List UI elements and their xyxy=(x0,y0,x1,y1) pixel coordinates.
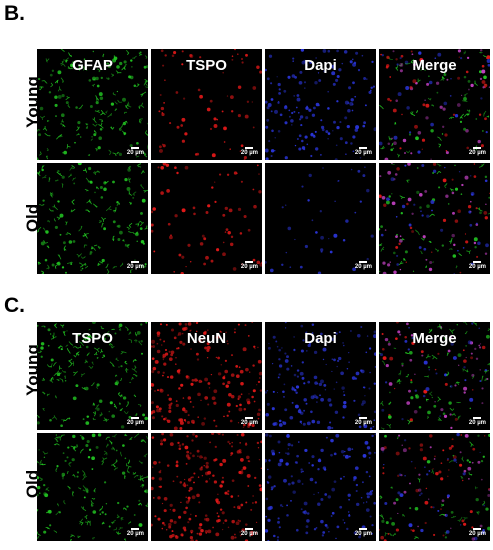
micrograph xyxy=(151,322,262,430)
column-title: GFAP xyxy=(72,57,113,74)
scale-bar-label: 20 µm xyxy=(354,531,372,537)
scale-bar: 20 µm xyxy=(469,528,486,538)
micrograph xyxy=(379,163,490,274)
tile-b-young-gfap: GFAP 20 µm xyxy=(37,49,148,160)
scale-bar: 20 µm xyxy=(241,417,258,427)
micrograph xyxy=(37,49,148,160)
micrograph xyxy=(379,433,490,541)
scale-bar-line xyxy=(359,528,368,530)
micrograph xyxy=(37,163,148,274)
micrograph xyxy=(158,49,262,160)
tile-c-old-dapi: 20 µm xyxy=(265,433,376,541)
scale-bar-label: 20 µm xyxy=(126,531,144,537)
scale-bar-line xyxy=(131,528,140,530)
scale-bar-label: 20 µm xyxy=(354,150,372,156)
image-grid-b: GFAP 20 µm TSPO 20 µm Dapi 20 µm Merge 20 µm 20 … xyxy=(37,49,490,274)
scale-bar: 20 µm xyxy=(355,147,372,157)
scale-bar: 20 µm xyxy=(127,261,144,271)
scale-bar-line xyxy=(131,417,140,419)
tile-c-old-tspo: 20 µm xyxy=(37,433,148,541)
scale-bar-label: 20 µm xyxy=(354,420,372,426)
micrograph xyxy=(151,163,262,274)
micrograph xyxy=(379,49,490,160)
tile-c-young-tspo: TSPO 20 µm xyxy=(37,322,148,430)
scale-bar-line xyxy=(359,261,368,263)
tile-c-young-dapi: Dapi 20 µm xyxy=(265,322,376,430)
scale-bar-label: 20 µm xyxy=(240,420,258,426)
scale-bar-label: 20 µm xyxy=(126,420,144,426)
scale-bar: 20 µm xyxy=(355,417,372,427)
tile-c-young-merge: Merge 20 µm xyxy=(379,322,490,430)
column-title: NeuN xyxy=(186,330,227,347)
scale-bar: 20 µm xyxy=(127,417,144,427)
panel-letter-c: C. xyxy=(4,294,25,317)
micrograph xyxy=(151,433,262,541)
tile-c-young-neun: NeuN 20 µm xyxy=(151,322,262,430)
scale-bar-line xyxy=(245,528,254,530)
micrograph xyxy=(37,433,148,541)
scale-bar-label: 20 µm xyxy=(468,264,486,270)
tile-b-old-merge: 20 µm xyxy=(379,163,490,274)
scale-bar-line xyxy=(473,261,482,263)
scale-bar: 20 µm xyxy=(469,147,486,157)
column-title: Dapi xyxy=(304,57,337,74)
scale-bar-line xyxy=(359,147,368,149)
tile-b-young-tspo: TSPO 20 µm xyxy=(151,49,262,160)
scale-bar: 20 µm xyxy=(469,261,486,271)
micrograph xyxy=(265,166,374,274)
scale-bar: 20 µm xyxy=(469,417,486,427)
scale-bar: 20 µm xyxy=(127,147,144,157)
tile-b-old-dapi: 20 µm xyxy=(265,163,376,274)
image-grid-c: TSPO 20 µm NeuN 20 µm Dapi 20 µm Merge 20 µm 20 … xyxy=(37,322,490,541)
scale-bar-label: 20 µm xyxy=(126,264,144,270)
micrograph xyxy=(265,433,376,541)
tile-b-young-dapi: Dapi 20 µm xyxy=(265,49,376,160)
scale-bar-label: 20 µm xyxy=(126,150,144,156)
scale-bar-line xyxy=(131,147,140,149)
scale-bar-line xyxy=(473,147,482,149)
scale-bar-label: 20 µm xyxy=(354,264,372,270)
scale-bar: 20 µm xyxy=(127,528,144,538)
scale-bar-label: 20 µm xyxy=(468,420,486,426)
tile-c-old-neun: 20 µm xyxy=(151,433,262,541)
column-title: Merge xyxy=(412,57,457,74)
scale-bar: 20 µm xyxy=(241,261,258,271)
scale-bar-label: 20 µm xyxy=(468,150,486,156)
scale-bar: 20 µm xyxy=(355,261,372,271)
scale-bar: 20 µm xyxy=(241,528,258,538)
scale-bar-line xyxy=(473,528,482,530)
scale-bar-line xyxy=(473,417,482,419)
scale-bar-line xyxy=(245,417,254,419)
scale-bar-label: 20 µm xyxy=(240,531,258,537)
scale-bar-label: 20 µm xyxy=(240,264,258,270)
column-title: Merge xyxy=(412,330,457,347)
micrograph xyxy=(265,49,376,160)
micrograph xyxy=(379,322,490,430)
scale-bar-label: 20 µm xyxy=(240,150,258,156)
micrograph xyxy=(265,322,376,430)
scale-bar: 20 µm xyxy=(241,147,258,157)
tile-b-young-merge: Merge 20 µm xyxy=(379,49,490,160)
scale-bar-label: 20 µm xyxy=(468,531,486,537)
column-title: Dapi xyxy=(304,330,337,347)
tile-b-old-gfap: 20 µm xyxy=(37,163,148,274)
scale-bar-line xyxy=(359,417,368,419)
panel-letter-b: B. xyxy=(4,2,25,25)
column-title: TSPO xyxy=(72,330,113,347)
scale-bar-line xyxy=(245,261,254,263)
scale-bar-line xyxy=(131,261,140,263)
column-title: TSPO xyxy=(186,57,227,74)
tile-b-old-tspo: 20 µm xyxy=(151,163,262,274)
scale-bar-line xyxy=(245,147,254,149)
scale-bar: 20 µm xyxy=(355,528,372,538)
micrograph xyxy=(37,322,148,429)
tile-c-old-merge: 20 µm xyxy=(379,433,490,541)
